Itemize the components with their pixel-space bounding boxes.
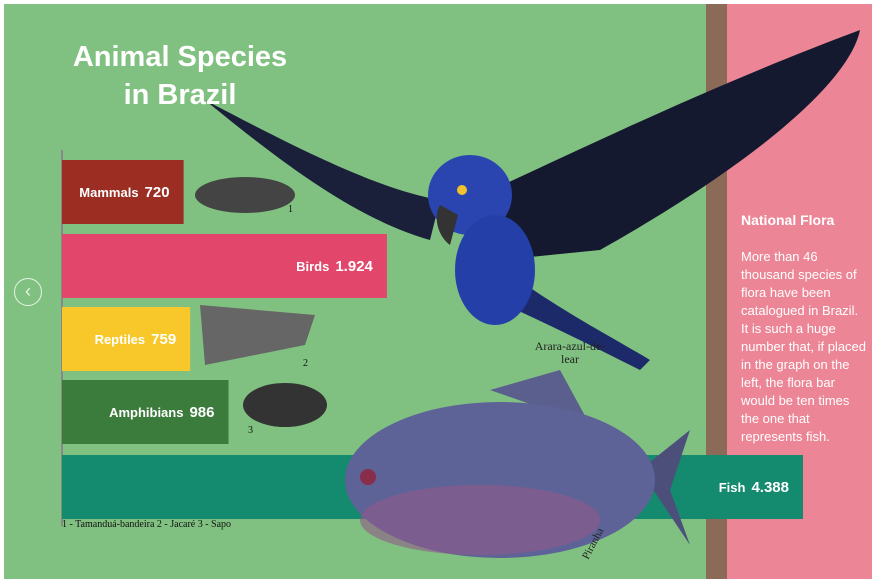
value-label: 1.924	[335, 258, 373, 275]
image-label: 3	[248, 425, 253, 436]
value-label: 4.388	[751, 479, 789, 496]
bar-label: Birds 1.924	[296, 258, 373, 275]
animal-icons	[195, 177, 327, 427]
bar	[62, 160, 184, 224]
annotation: Arara-azul-de-lear	[534, 339, 606, 366]
bar	[62, 234, 387, 298]
bar-label: Reptiles 759	[95, 331, 177, 348]
bar-label: Mammals 720	[79, 184, 169, 201]
image-label: 1	[288, 204, 293, 215]
category-label: Fish	[719, 480, 746, 495]
value-label: 986	[189, 404, 214, 421]
category-label: Amphibians	[109, 405, 183, 420]
bar-label: Amphibians 986	[109, 404, 214, 421]
parrot	[205, 30, 860, 370]
chart-title: Animal Species in Brazil	[72, 41, 288, 111]
bar	[62, 380, 229, 444]
category-label: Birds	[296, 259, 329, 274]
value-label: 720	[145, 184, 170, 201]
bar	[62, 307, 191, 371]
side-panel-title: National Flora	[741, 212, 835, 228]
side-panel-text: More than 46 thousand species of flora h…	[741, 249, 867, 444]
category-label: Mammals	[79, 185, 138, 200]
piranha	[345, 370, 690, 558]
value-label: 759	[151, 331, 176, 348]
nav-prev-button[interactable]: ‹	[14, 278, 42, 306]
category-label: Reptiles	[95, 332, 146, 347]
image-label: 2	[303, 358, 308, 369]
footnote: 1 - Tamanduá-bandeira 2 - Jacaré 3 - Sap…	[62, 519, 232, 530]
bar-label: Fish 4.388	[719, 479, 789, 496]
